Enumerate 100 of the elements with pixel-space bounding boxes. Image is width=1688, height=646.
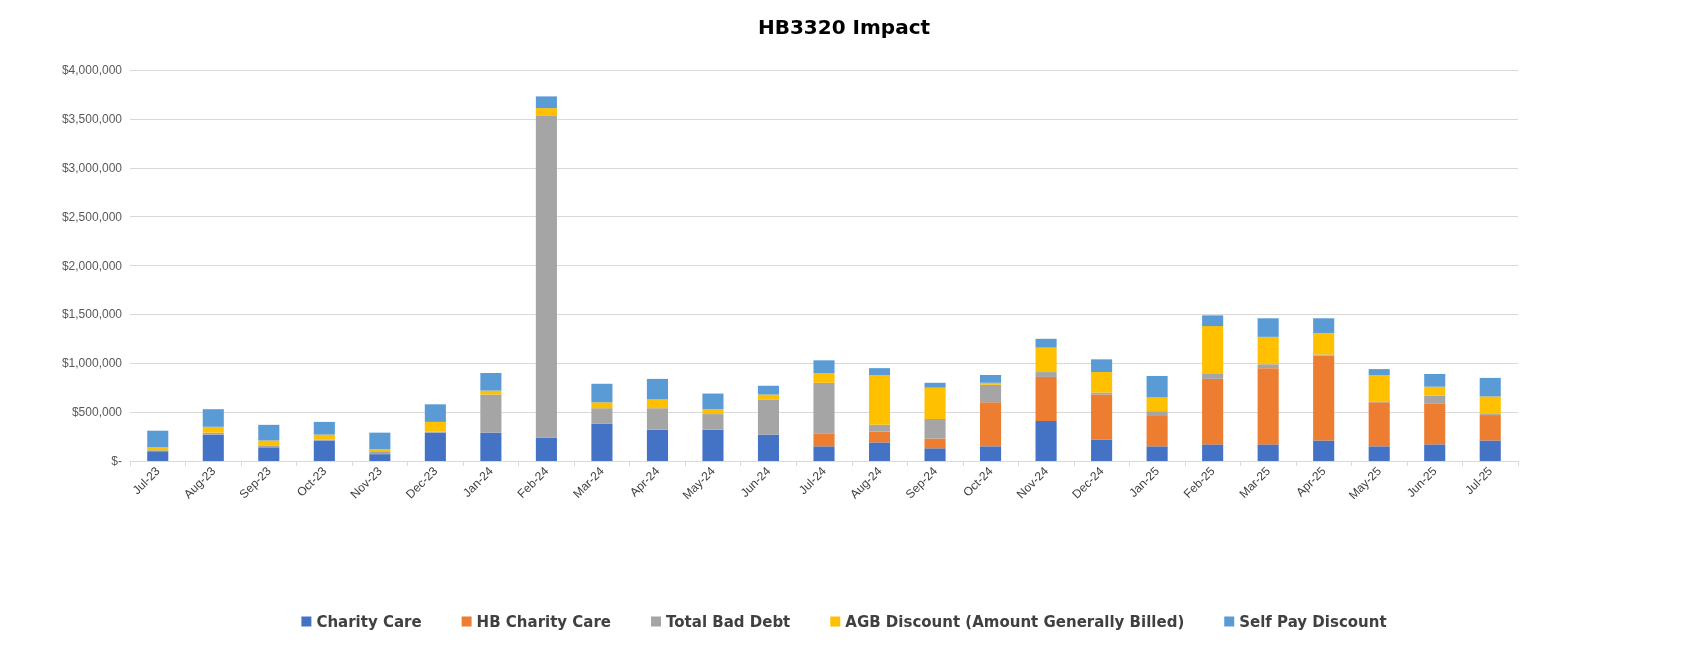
bar — [1424, 444, 1446, 461]
y-tick-label: $4,000,000 — [61, 63, 123, 77]
bar — [480, 373, 502, 391]
bar — [424, 432, 446, 461]
bar — [1479, 377, 1501, 397]
bar — [1368, 402, 1390, 447]
bar — [646, 408, 668, 430]
bar — [924, 382, 946, 388]
bar — [1202, 326, 1224, 374]
bar — [480, 432, 502, 461]
bar — [646, 378, 668, 400]
bar — [757, 434, 780, 461]
legend-label: Charity Care — [316, 612, 422, 631]
bar — [702, 429, 724, 461]
y-tick-label: $- — [111, 454, 122, 468]
bar — [1146, 416, 1168, 447]
bar — [813, 446, 835, 461]
bar — [868, 431, 891, 443]
bar — [1202, 374, 1224, 379]
bar — [1035, 372, 1057, 377]
bar — [480, 390, 502, 395]
bar — [535, 108, 557, 116]
bar — [1368, 374, 1390, 402]
y-tick-label: $3,500,000 — [61, 111, 123, 126]
bar — [1035, 420, 1057, 461]
bar — [202, 426, 224, 433]
bar — [1257, 318, 1279, 337]
y-tick-label: $2,000,000 — [61, 258, 123, 273]
bar — [924, 438, 946, 449]
bar — [313, 421, 335, 435]
bar — [535, 96, 557, 109]
bar — [868, 424, 891, 432]
y-tick-label: $500,000 — [71, 405, 123, 420]
bar — [1313, 440, 1335, 461]
bar — [646, 429, 668, 461]
bar — [1257, 444, 1279, 461]
bar — [813, 433, 835, 447]
bar — [1091, 372, 1113, 393]
bar — [702, 393, 724, 410]
bar — [1091, 394, 1113, 440]
bar — [258, 440, 280, 446]
bar — [1313, 318, 1335, 333]
bar — [646, 399, 668, 409]
bar — [480, 394, 502, 433]
bar — [369, 432, 391, 450]
legend-label: Self Pay Discount — [1239, 612, 1387, 631]
bar — [591, 408, 613, 424]
bar — [1479, 415, 1501, 441]
y-tick-label: $3,000,000 — [61, 160, 123, 175]
y-tick-label: $1,000,000 — [61, 356, 123, 371]
bar — [868, 368, 891, 375]
bar — [757, 399, 780, 435]
bar — [757, 385, 780, 395]
bar — [924, 448, 946, 461]
bar — [924, 418, 946, 439]
bar — [1091, 359, 1113, 373]
bar — [258, 447, 280, 461]
bar — [1424, 386, 1446, 396]
bar — [369, 454, 391, 461]
bar — [1313, 332, 1335, 355]
bar — [1313, 355, 1335, 441]
bar — [424, 404, 446, 422]
bar — [535, 115, 557, 438]
bar — [1146, 411, 1168, 417]
bar — [1368, 369, 1390, 375]
bar — [535, 437, 557, 461]
bar — [980, 374, 1002, 383]
bar — [924, 387, 946, 419]
bar — [1146, 397, 1168, 412]
bar — [202, 434, 224, 461]
bar — [1257, 368, 1279, 445]
bar — [1202, 378, 1224, 445]
bar — [1257, 336, 1279, 365]
bar — [1146, 446, 1168, 461]
bar — [1257, 364, 1279, 369]
chart-title: HB3320 Impact — [757, 15, 931, 39]
bar — [1091, 439, 1113, 461]
bar — [813, 360, 835, 374]
legend-label: HB Charity Care — [476, 612, 612, 631]
bar — [1146, 375, 1168, 398]
bar — [1424, 403, 1446, 445]
bar — [868, 374, 891, 425]
bar — [980, 384, 1002, 403]
bar — [591, 423, 613, 461]
bar — [1035, 338, 1057, 348]
bar — [868, 442, 891, 461]
bar — [1202, 315, 1224, 327]
bar — [980, 446, 1002, 461]
bar — [702, 414, 724, 430]
bar — [980, 402, 1002, 447]
bar — [702, 409, 724, 415]
bar — [1368, 446, 1390, 461]
legend-label: AGB Discount (Amount Generally Billed) — [845, 612, 1185, 631]
bar — [1479, 396, 1501, 415]
bar — [1202, 444, 1224, 461]
bar — [591, 383, 613, 403]
bar — [147, 451, 169, 461]
y-tick-label: $1,500,000 — [61, 307, 123, 322]
bar — [313, 440, 335, 461]
legend-label: Total Bad Debt — [666, 612, 791, 631]
